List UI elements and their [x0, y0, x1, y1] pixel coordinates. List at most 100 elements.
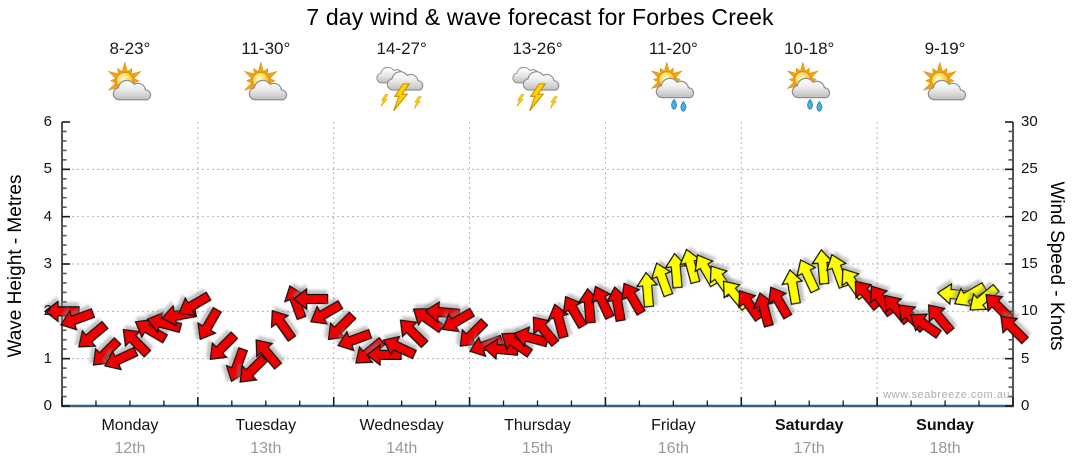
- wind-arrow: [621, 282, 646, 316]
- axis-ticks: [61, 121, 1014, 407]
- wind-arrow: [985, 293, 1015, 323]
- wind-arrow: [927, 304, 955, 335]
- wind-arrow: [532, 316, 560, 348]
- cloud-icon: [248, 79, 287, 101]
- lightning-bolt-icon: [549, 96, 558, 109]
- cloud-icon: [386, 71, 423, 91]
- wind-arrow: [122, 328, 152, 358]
- lightning-bolt-icon: [528, 83, 546, 112]
- wave-axis-tick-label: 0: [43, 397, 52, 415]
- wind-arrow: [767, 286, 793, 320]
- wind-arrow: [104, 346, 139, 371]
- weather-icon-slot: [238, 62, 294, 114]
- wind-axis-tick-label: 10: [1021, 302, 1038, 320]
- weather-icon-slot: [781, 62, 837, 114]
- wind-arrow: [953, 281, 988, 307]
- wave-axis-tick-label: 5: [43, 160, 52, 178]
- temp-range-label: 13-26°: [512, 39, 563, 58]
- wind-arrow: [501, 332, 534, 358]
- date-label: 14th: [386, 440, 418, 457]
- wind-arrow: [255, 339, 283, 370]
- wind-arrow: [59, 308, 96, 331]
- wind-arrow: [781, 268, 804, 305]
- wind-arrow: [337, 328, 373, 352]
- temp-range-label: 9-19°: [924, 39, 966, 58]
- day-name-label: Friday: [651, 417, 696, 434]
- lightning-bolt-icon: [516, 94, 525, 107]
- wave-axis-tick-label: 1: [43, 349, 52, 367]
- wind-arrow: [412, 307, 445, 334]
- wind-arrow: [562, 295, 588, 330]
- wind-arrow: [146, 311, 183, 334]
- day-name-label: Saturday: [774, 417, 844, 434]
- lightning-bolt-icon: [380, 94, 389, 107]
- wind-arrow: [43, 299, 80, 323]
- thunderstorm-icon: [511, 66, 559, 112]
- wind-arrow: [969, 283, 1000, 311]
- wind-arrow: [811, 248, 834, 285]
- weather-icon-slot: [510, 62, 566, 114]
- wind-arrow: [78, 320, 109, 348]
- wind-arrow: [796, 259, 821, 294]
- wind-arrow: [209, 331, 239, 361]
- wind-arrow: [92, 336, 122, 366]
- wave-axis-tick-label: 2: [43, 302, 52, 320]
- watermark: www.seabreeze.com.au: [883, 389, 1010, 401]
- partly-cloudy-icon: [107, 62, 152, 101]
- cloud-icon: [522, 71, 559, 91]
- wind-arrow: [134, 318, 169, 344]
- date-label: 15th: [521, 440, 554, 457]
- raindrop-icon: [816, 100, 823, 112]
- wind-axis-tick-label: 15: [1021, 255, 1038, 273]
- wind-arrow: [650, 262, 674, 298]
- date-label: 16th: [657, 440, 689, 457]
- wave-axis-tick-label: 3: [43, 255, 52, 273]
- cloud-icon: [791, 77, 831, 99]
- lightning-bolt-icon: [413, 96, 422, 109]
- wind-arrow: [197, 306, 222, 341]
- date-label: 12th: [114, 440, 146, 457]
- wind-arrow: [591, 285, 615, 321]
- raindrop-icon: [807, 98, 814, 110]
- wind-arrow: [292, 287, 329, 311]
- date-label: 13th: [250, 440, 282, 457]
- wind-axis-tick-label: 0: [1021, 397, 1030, 415]
- wind-arrow: [1000, 315, 1030, 345]
- wind-arrow: [399, 319, 429, 349]
- wind-arrow: [909, 313, 943, 339]
- wind-arrow: [309, 299, 344, 325]
- sun-showers-icon: [650, 62, 695, 112]
- wind-arrow: [355, 336, 386, 364]
- wind-arrow: [270, 309, 297, 343]
- cloud-icon: [927, 79, 967, 101]
- weather-icon-slot: [645, 62, 701, 114]
- cloud-icon: [112, 79, 152, 101]
- weather-icon-slot: [102, 62, 158, 114]
- wind-arrow: [441, 307, 476, 333]
- temp-range-label: 11-20°: [648, 39, 698, 58]
- wind-arrow: [178, 291, 212, 317]
- wind-arrow: [327, 311, 357, 341]
- day-name-label: Wednesday: [359, 417, 444, 434]
- wind-arrows: [43, 248, 1030, 383]
- day-name-label: Thursday: [504, 417, 571, 434]
- wave-axis-tick-label: 6: [43, 113, 52, 131]
- page-title: 7 day wind & wave forecast for Forbes Cr…: [306, 4, 774, 30]
- date-label: 18th: [929, 440, 961, 457]
- cloud-icon: [656, 77, 695, 99]
- lightning-bolt-icon: [392, 83, 410, 112]
- day-name-label: Tuesday: [235, 417, 297, 434]
- partly-cloudy-icon: [922, 62, 967, 101]
- temp-range-label: 11-30°: [241, 39, 291, 58]
- date-label: 17th: [793, 440, 825, 457]
- wind-arrow: [679, 248, 702, 285]
- thunderstorm-icon: [376, 66, 423, 112]
- temp-range-label: 10-18°: [784, 39, 835, 58]
- wind-arrow: [382, 335, 418, 360]
- partly-cloudy-icon: [243, 62, 287, 101]
- day-name-label: Sunday: [916, 417, 974, 434]
- temp-range-label: 8-23°: [109, 39, 151, 58]
- wind-axis-tick-label: 30: [1021, 113, 1038, 131]
